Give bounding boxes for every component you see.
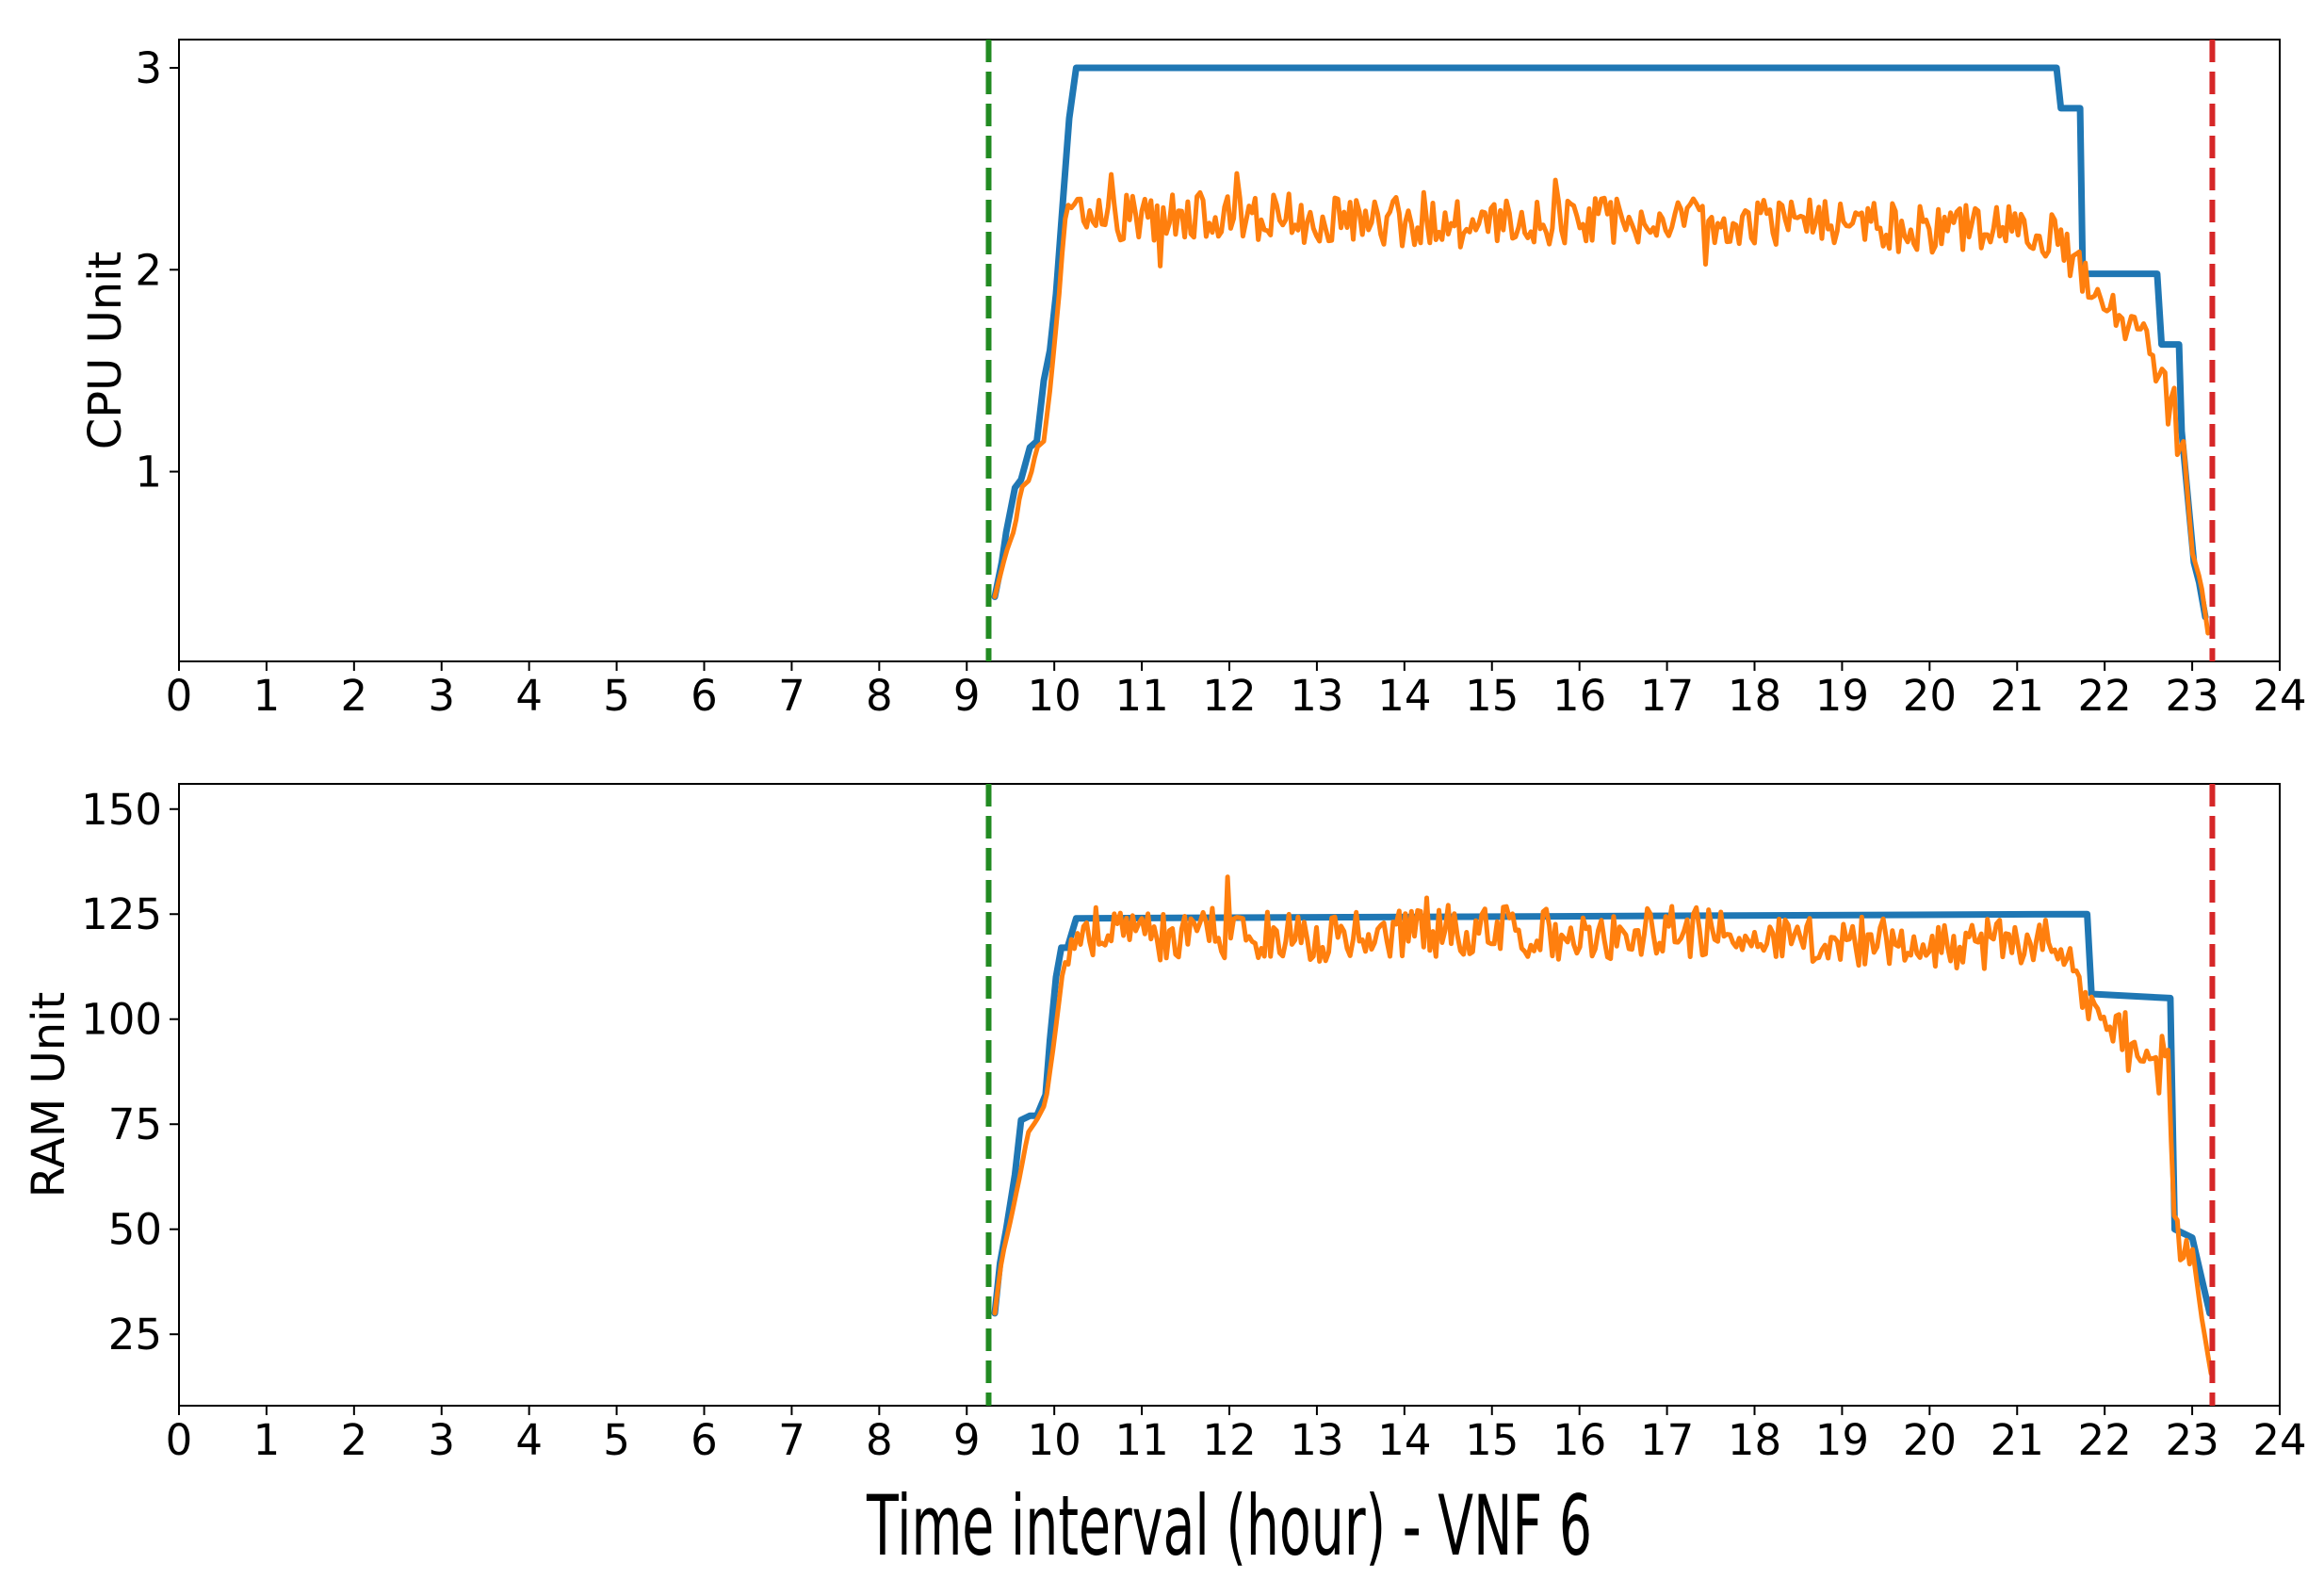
ram-x-tick-label: 17 (1640, 1415, 1694, 1465)
ram-x-tick-label: 19 (1815, 1415, 1869, 1465)
ram-ticks: 0 1 2 3 4 5 6 7 8 9 10 11 12 13 14 15 16 17 18 19 20 21 22 23 24… (81, 785, 2307, 1465)
ram-x-tick-label: 11 (1114, 1415, 1168, 1465)
cpu-y-tick-label: 1 (135, 448, 162, 497)
cpu-y-axis-label: CPU Unit (79, 252, 132, 450)
ram-x-tick-label: 24 (2252, 1415, 2306, 1465)
ram-x-tick-label: 1 (253, 1415, 281, 1465)
cpu-x-tick-label: 5 (603, 671, 630, 721)
ram-x-tick-label: 8 (866, 1415, 893, 1465)
ram-x-tick-label: 5 (603, 1415, 630, 1465)
cpu-x-tick-label: 10 (1028, 671, 1081, 721)
ram-x-tick-label: 22 (2078, 1415, 2132, 1465)
ram-x-tick-label: 2 (341, 1415, 368, 1465)
cpu-x-tick-label: 0 (166, 671, 193, 721)
cpu-x-tick-label: 18 (1728, 671, 1781, 721)
ram-x-tick-label: 13 (1290, 1415, 1343, 1465)
cpu-x-tick-label: 20 (1903, 671, 1957, 721)
cpu-plot-area (985, 40, 2216, 661)
ram-x-tick-label: 15 (1465, 1415, 1519, 1465)
cpu-x-tick-label: 9 (953, 671, 981, 721)
ram-x-tick-label: 16 (1552, 1415, 1606, 1465)
ram-x-tick-label: 9 (953, 1415, 981, 1465)
ram-usage-line (992, 874, 2214, 1376)
ram-x-tick-label: 7 (778, 1415, 805, 1465)
cpu-x-tick-label: 11 (1114, 671, 1168, 721)
ram-y-tick-label: 50 (108, 1205, 162, 1255)
ram-y-tick-label: 25 (108, 1310, 162, 1360)
cpu-x-tick-label: 14 (1377, 671, 1431, 721)
cpu-y-tick-label: 3 (135, 43, 162, 93)
ram-x-tick-label: 20 (1903, 1415, 1957, 1465)
cpu-usage-line (992, 171, 2211, 636)
cpu-x-tick-label: 17 (1640, 671, 1694, 721)
ram-x-tick-label: 14 (1377, 1415, 1431, 1465)
cpu-x-tick-label: 16 (1552, 671, 1606, 721)
cpu-panel: 0 1 2 3 4 5 6 7 8 9 10 11 12 13 14 15 16 17 18 19 20 21 22 23 24… (79, 39, 2307, 721)
x-axis-label: Time interval (hour) - VNF 6 (866, 1477, 1592, 1574)
ram-x-tick-label: 0 (166, 1415, 193, 1465)
cpu-x-tick-label: 19 (1815, 671, 1869, 721)
cpu-x-tick-label: 21 (1991, 671, 2044, 721)
cpu-x-tick-label: 22 (2078, 671, 2132, 721)
cpu-x-tick-label: 4 (515, 671, 543, 721)
ram-x-tick-label: 4 (515, 1415, 543, 1465)
cpu-ticks: 0 1 2 3 4 5 6 7 8 9 10 11 12 13 14 15 16 17 18 19 20 21 22 23 24… (135, 43, 2306, 721)
ram-y-tick-label: 125 (81, 889, 162, 939)
cpu-x-tick-label: 6 (691, 671, 718, 721)
ram-y-tick-label: 150 (81, 785, 162, 835)
cpu-y-tick-label: 2 (135, 245, 162, 295)
ram-y-axis-label: RAM Unit (23, 992, 75, 1198)
cpu-x-tick-label: 12 (1202, 671, 1256, 721)
cpu-x-tick-label: 13 (1290, 671, 1343, 721)
ram-x-tick-label: 21 (1991, 1415, 2044, 1465)
cpu-x-tick-label: 8 (866, 671, 893, 721)
ram-y-tick-label: 100 (81, 995, 162, 1045)
ram-plot-area (985, 784, 2216, 1406)
cpu-allocated-line (991, 64, 2209, 621)
ram-panel: 0 1 2 3 4 5 6 7 8 9 10 11 12 13 14 15 16 17 18 19 20 21 22 23 24… (23, 783, 2307, 1465)
cpu-x-tick-label: 23 (2165, 671, 2218, 721)
cpu-plot-frame (178, 39, 2281, 662)
cpu-x-tick-label: 3 (428, 671, 455, 721)
ram-x-tick-label: 3 (428, 1415, 455, 1465)
ram-x-tick-label: 23 (2165, 1415, 2218, 1465)
ram-x-tick-label: 12 (1202, 1415, 1256, 1465)
cpu-x-tick-label: 7 (778, 671, 805, 721)
ram-x-tick-label: 18 (1728, 1415, 1781, 1465)
cpu-x-tick-label: 2 (341, 671, 368, 721)
ram-y-tick-label: 75 (108, 1099, 162, 1149)
cpu-x-tick-label: 1 (253, 671, 281, 721)
cpu-x-tick-label: 24 (2252, 671, 2306, 721)
cpu-x-tick-label: 15 (1465, 671, 1519, 721)
ram-x-tick-label: 6 (691, 1415, 718, 1465)
ram-allocated-line (991, 910, 2214, 1317)
ram-x-tick-label: 10 (1028, 1415, 1081, 1465)
